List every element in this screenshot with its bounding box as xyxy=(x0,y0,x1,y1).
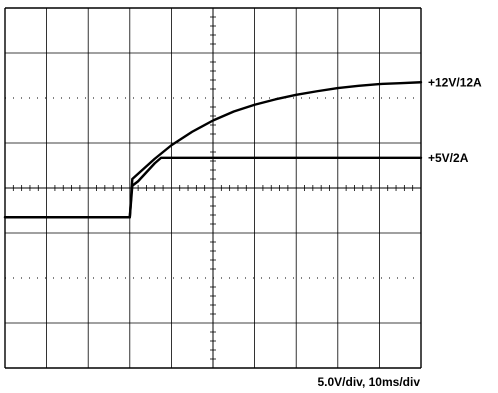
label-group: +12V/12A +5V/2A 5.0V/div, 10ms/div xyxy=(318,75,483,389)
trace-12v xyxy=(3,81,423,219)
trace-5v xyxy=(3,156,423,219)
scale-readout: 5.0V/div, 10ms/div xyxy=(318,375,421,389)
series-label-12v: +12V/12A xyxy=(428,75,482,89)
trace-group xyxy=(3,81,423,219)
series-label-5v: +5V/2A xyxy=(428,151,469,165)
scope-graticule xyxy=(4,7,422,369)
